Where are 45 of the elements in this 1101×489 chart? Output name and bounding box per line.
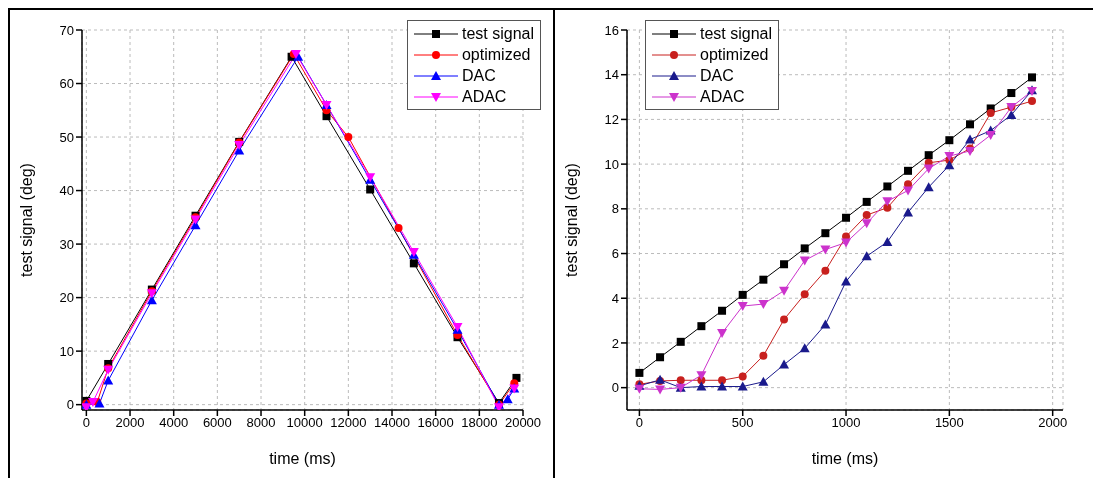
- legend-label: ADAC: [700, 87, 745, 107]
- y-tick-label: 30: [59, 236, 74, 252]
- y-tick-label: 70: [59, 22, 74, 38]
- x-axis-title: time (ms): [269, 450, 336, 467]
- y-tick-label: 50: [59, 129, 74, 145]
- x-tick-label: 2000: [115, 415, 145, 431]
- y-tick-label: 12: [604, 112, 619, 128]
- legend-label: DAC: [461, 66, 496, 86]
- y-axis-title: test signal (deg): [562, 163, 580, 277]
- x-tick-label: 20000: [504, 415, 542, 431]
- x-tick-label: 6000: [202, 415, 232, 431]
- legend-label: test signal: [700, 24, 773, 44]
- legend-label: DAC: [700, 66, 734, 86]
- y-tick-label: 10: [604, 156, 619, 172]
- y-tick-label: 2: [611, 335, 619, 351]
- y-axis-title: test signal (deg): [17, 163, 35, 277]
- y-tick-label: 20: [59, 290, 74, 306]
- x-tick-label: 10000: [286, 415, 323, 431]
- x-tick-label: 1000: [831, 415, 861, 431]
- x-tick-label: 18000: [461, 415, 498, 431]
- y-tick-label: 60: [59, 76, 74, 92]
- y-tick-label: 10: [59, 343, 74, 359]
- x-axis-title: time (ms): [811, 450, 879, 467]
- x-tick-label: 8000: [246, 415, 276, 431]
- x-tick-label: 12000: [330, 415, 367, 431]
- x-tick-label: 0: [82, 415, 90, 431]
- y-tick-label: 8: [611, 201, 619, 217]
- legend-label: test signal: [461, 24, 534, 44]
- x-tick-label: 0: [635, 415, 644, 431]
- x-tick-label: 1500: [934, 415, 964, 431]
- x-tick-label: 2000: [1038, 415, 1068, 431]
- legend-label: optimized: [461, 45, 531, 65]
- y-tick-label: 0: [611, 380, 619, 396]
- x-tick-label: 14000: [373, 415, 411, 431]
- legend-label: ADAC: [461, 87, 507, 107]
- legend-label: optimized: [700, 45, 769, 65]
- x-tick-label: 500: [731, 415, 754, 431]
- y-tick-label: 16: [604, 22, 619, 38]
- x-tick-label: 4000: [159, 415, 189, 431]
- x-tick-label: 16000: [417, 415, 454, 431]
- y-tick-label: 40: [59, 183, 74, 199]
- y-tick-label: 6: [611, 246, 619, 262]
- y-tick-label: 14: [604, 67, 619, 83]
- y-tick-label: 4: [611, 290, 619, 306]
- y-tick-label: 0: [66, 397, 74, 413]
